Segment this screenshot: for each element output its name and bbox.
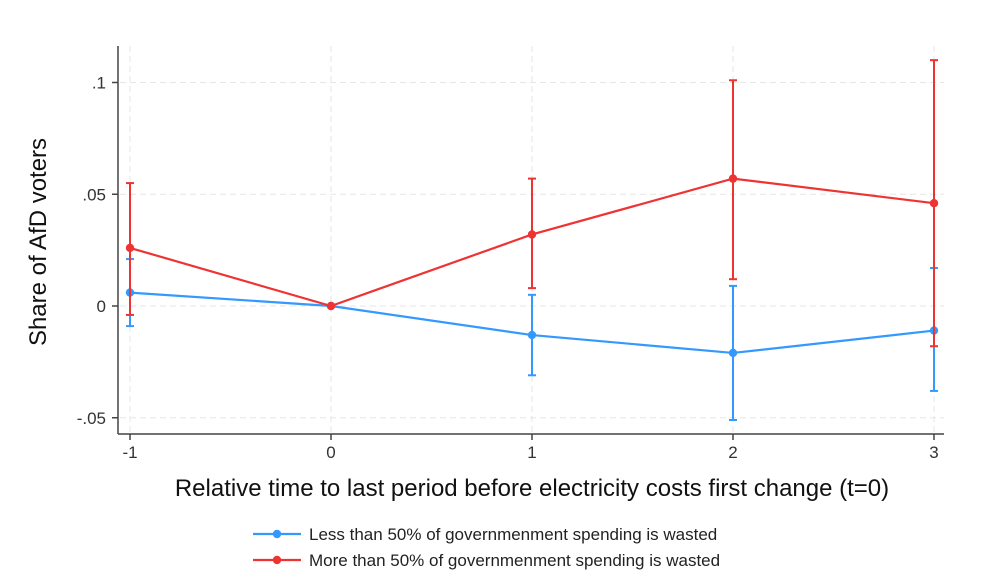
legend: Less than 50% of governmenment spending … bbox=[253, 525, 720, 570]
data-point bbox=[527, 330, 537, 340]
x-tick-label: 1 bbox=[527, 443, 536, 462]
legend-marker bbox=[272, 555, 282, 565]
y-tick-label: -.05 bbox=[77, 409, 106, 428]
x-tick-label: 0 bbox=[326, 443, 335, 462]
axes-layer: -.05 0 .05 .1 -1 0 1 2 3 bbox=[77, 46, 944, 462]
y-tick-label: 0 bbox=[97, 297, 106, 316]
data-point bbox=[527, 230, 537, 239]
y-axis-title: Share of AfD voters bbox=[25, 138, 52, 346]
data-point bbox=[326, 301, 336, 311]
data-point bbox=[929, 198, 939, 208]
legend-marker bbox=[272, 529, 282, 539]
y-tick-label: .05 bbox=[82, 185, 106, 204]
data-point bbox=[728, 348, 738, 358]
legend-label: More than 50% of governmenment spending … bbox=[309, 551, 720, 570]
x-axis-title: Relative time to last period before elec… bbox=[175, 475, 889, 502]
y-tick-label: .1 bbox=[92, 74, 106, 93]
series-2 bbox=[125, 59, 939, 348]
x-tick-label: 2 bbox=[728, 443, 737, 462]
x-tick-label: 3 bbox=[929, 443, 938, 462]
legend-item-1: Less than 50% of governmenment spending … bbox=[253, 525, 717, 544]
x-tick-label: -1 bbox=[122, 443, 137, 462]
data-point bbox=[728, 174, 738, 183]
series-layer bbox=[125, 59, 939, 421]
legend-label: Less than 50% of governmenment spending … bbox=[309, 525, 717, 544]
data-point bbox=[125, 243, 135, 253]
legend-item-2: More than 50% of governmenment spending … bbox=[253, 551, 720, 570]
